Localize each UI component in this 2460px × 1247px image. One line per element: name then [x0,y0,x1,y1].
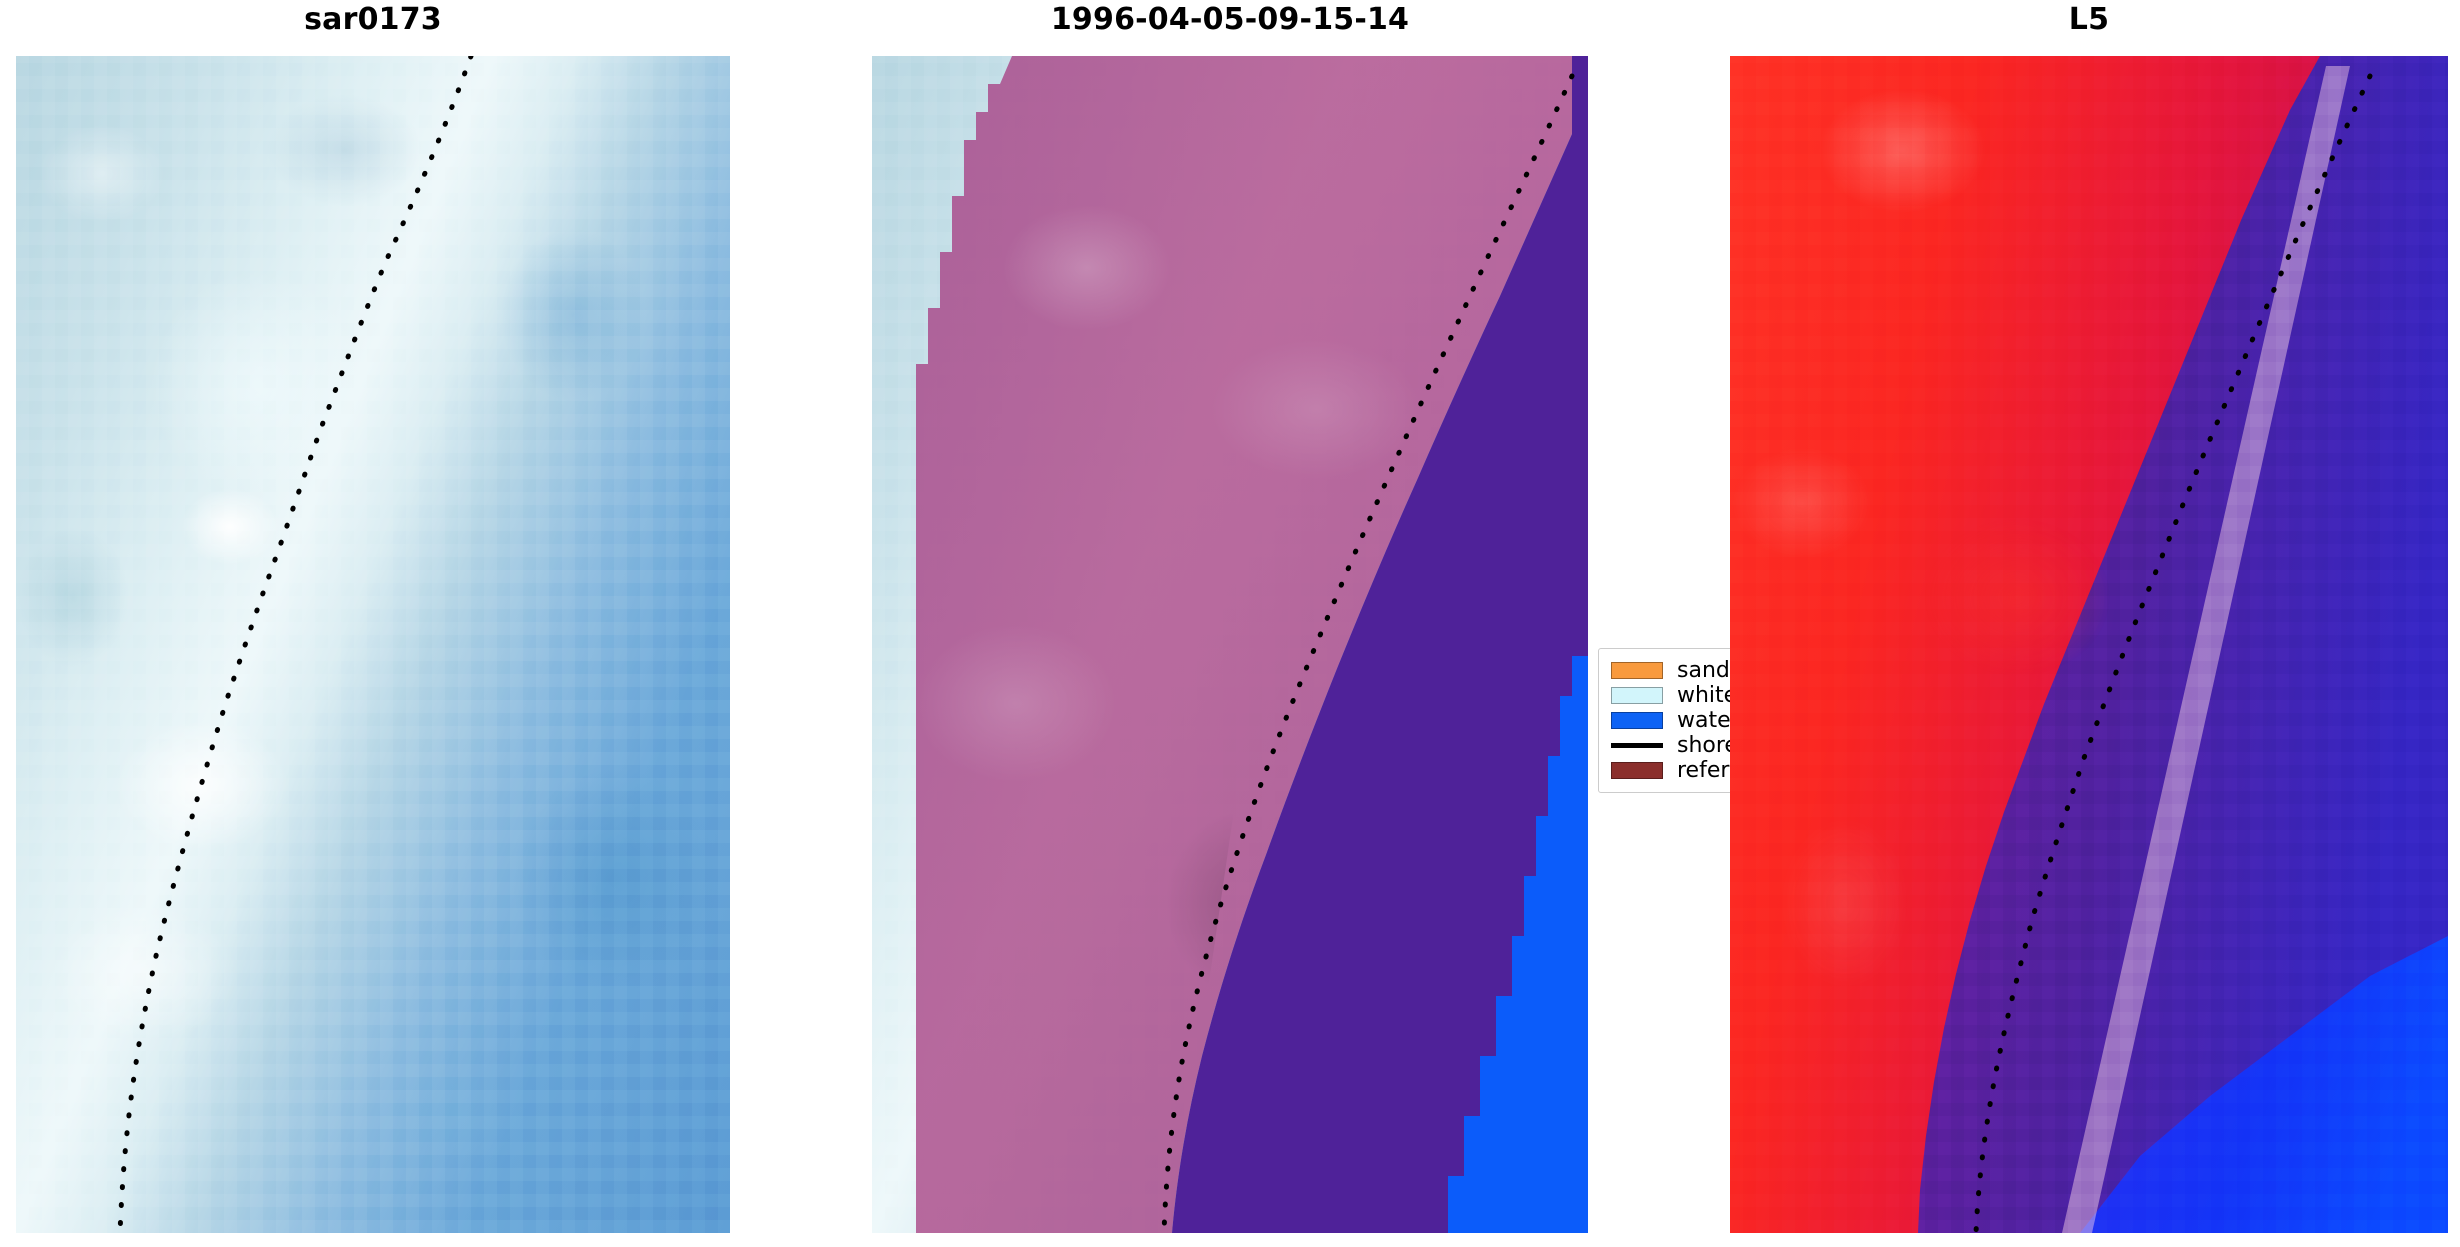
panel-l5-image [1730,56,2448,1233]
legend-box: sand whitewater water shoreline referenc… [1598,648,1730,793]
legend-label-water: water [1677,708,1730,733]
sand-swatch [1611,662,1663,679]
water-swatch [1611,712,1663,729]
whitewater-swatch [1611,687,1663,704]
legend-item-sand[interactable]: sand [1611,658,1730,683]
legend: sand whitewater water shoreline referenc… [1598,648,1730,806]
legend-item-whitewater[interactable]: whitewater [1611,683,1730,708]
reference-shoreline-swatch [1611,762,1663,779]
water-class-region [1172,56,1588,1233]
panel-sar-image [16,56,730,1233]
legend-label-shoreline: shoreline [1677,733,1730,758]
legend-label-whitewater: whitewater [1677,683,1730,708]
panel-classified-image [872,56,1588,1233]
shoreline-swatch [1611,743,1663,748]
legend-item-shoreline[interactable]: shoreline [1611,733,1730,758]
panel-l5-title: L5 [2068,2,2110,37]
legend-label-sand: sand [1677,658,1730,683]
panel-classified-title: 1996-04-05-09-15-14 [1050,2,1410,37]
sar-pixel-grain [16,56,730,1233]
legend-item-water[interactable]: water [1611,708,1730,733]
l5-pixel-grain [1730,56,2448,1233]
panel-sar-title: sar0173 [304,2,442,37]
legend-label-reference-shoreline: reference shoreline [1677,758,1730,783]
panel-l5: L5 [1730,0,2448,1233]
panel-sar: sar0173 [16,0,730,1233]
panel-classified: 1996-04-05-09-15-14 [872,0,1588,1233]
legend-item-reference-shoreline[interactable]: reference shoreline [1611,758,1730,783]
